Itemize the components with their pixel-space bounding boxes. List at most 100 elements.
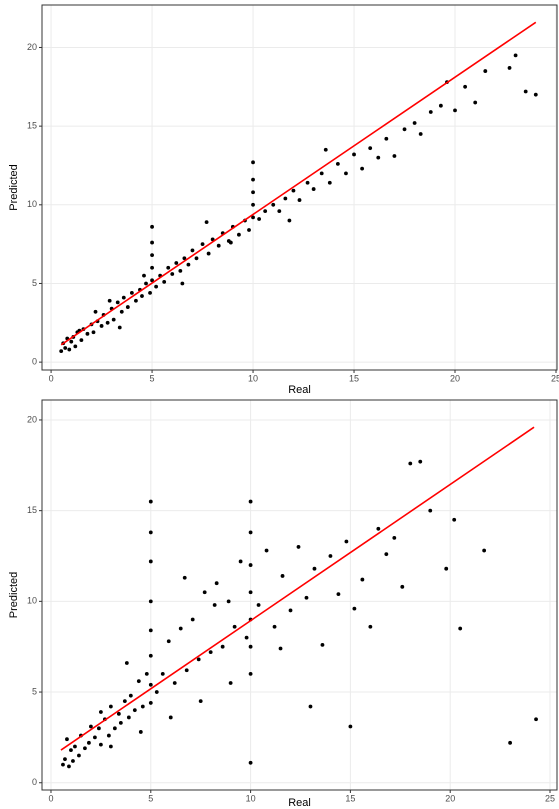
scatter-point <box>122 699 127 704</box>
scatter-point <box>116 711 121 716</box>
x-tick-label: 15 <box>345 793 355 803</box>
scatter-point <box>182 256 187 261</box>
scatter-point <box>186 262 191 267</box>
scatter-point <box>251 215 255 220</box>
scatter-point <box>444 566 449 571</box>
scatter-point <box>61 762 65 767</box>
scatter-point <box>71 759 75 763</box>
y-tick-label: 5 <box>32 686 37 696</box>
scatter-point <box>150 278 154 283</box>
scatter-point <box>251 190 255 195</box>
chart-panel: 0 5 10 15 20 25 0 5 10 15 20 Real Predicted <box>8 4 559 396</box>
scatter-point <box>162 279 167 284</box>
scatter-point <box>148 682 153 687</box>
scatter-point <box>98 710 103 714</box>
scatter-point <box>170 272 175 276</box>
scatter-point <box>148 291 152 295</box>
scatter-point <box>77 753 81 758</box>
scatter-point <box>115 300 120 305</box>
scatter-point <box>248 563 253 567</box>
scatter-point <box>148 653 153 658</box>
scatter-point <box>287 218 292 223</box>
scatter-point <box>291 188 296 193</box>
y-tick-label: 5 <box>32 278 37 288</box>
x-tick-label: 5 <box>150 373 155 383</box>
scatter-point <box>308 704 313 709</box>
scatter-point <box>305 180 310 185</box>
y-tick-label: 15 <box>27 505 37 515</box>
scatter-point <box>368 624 373 629</box>
scatter-point <box>178 626 183 631</box>
scatter-point <box>248 644 253 649</box>
x-axis-title: Real <box>288 384 311 396</box>
scatter-point <box>190 248 195 253</box>
scatter-point <box>297 198 302 202</box>
scatter-point <box>79 338 84 343</box>
scatter-point <box>376 155 381 160</box>
y-tick-label: 10 <box>27 596 37 606</box>
scatter-point <box>428 508 433 513</box>
scatter-point <box>108 744 113 749</box>
scatter-point <box>523 89 528 94</box>
fit-line <box>60 426 535 751</box>
scatter-point <box>194 256 199 261</box>
x-tick-label: 0 <box>48 793 53 803</box>
scatter-point <box>320 642 325 647</box>
scatter-point <box>483 69 488 73</box>
scatter-point <box>463 84 468 89</box>
scatter-point <box>319 171 324 176</box>
scatter-point <box>232 624 237 629</box>
scatter-point <box>108 704 113 709</box>
scatter-point <box>150 253 154 258</box>
scatter-point <box>93 309 98 314</box>
scatter-point <box>174 261 179 265</box>
x-tick-label: 10 <box>246 793 256 803</box>
scatter-point <box>208 650 213 655</box>
scatter-point <box>376 526 381 531</box>
scatter-point <box>344 171 348 176</box>
x-tick-label: 25 <box>545 793 555 803</box>
x-tick-label: 0 <box>49 373 54 383</box>
scatter-point <box>304 595 309 600</box>
scatter-point <box>473 100 478 105</box>
scatter-point <box>63 757 67 762</box>
x-tick-label: 10 <box>248 373 258 383</box>
scatter-point <box>112 726 117 731</box>
scatter-point <box>144 281 148 286</box>
y-axis-title: Predicted <box>8 164 20 210</box>
scatter-point <box>65 737 69 742</box>
scatter-point <box>132 708 137 713</box>
x-tick-label: 25 <box>551 373 559 383</box>
scatter-point <box>226 599 231 604</box>
scatter-point <box>237 232 241 237</box>
scatter-point <box>508 740 512 745</box>
scatter-point <box>206 251 211 256</box>
scatter-point <box>91 330 96 335</box>
scatter-point <box>248 499 253 504</box>
scatter-point <box>264 548 269 553</box>
scatter-point <box>360 577 365 582</box>
scatter-point <box>69 339 74 344</box>
scatter-point <box>142 273 146 278</box>
scatter-point <box>453 108 457 113</box>
scatter-point <box>125 305 130 309</box>
scatter-point <box>83 746 87 751</box>
scatter-point <box>280 574 285 578</box>
scatter-point <box>148 628 153 633</box>
scatter-point <box>204 220 209 225</box>
scatter-point <box>248 530 253 535</box>
scatter-point <box>148 701 153 705</box>
scatter-point <box>412 121 417 125</box>
scatter-point <box>248 672 253 676</box>
scatter-point <box>400 584 405 589</box>
scatter-point <box>212 603 217 607</box>
scatter-point <box>67 347 72 352</box>
scatter-point <box>533 92 538 97</box>
scatter-point <box>352 606 357 611</box>
x-tick-label: 20 <box>450 373 460 383</box>
scatter-point <box>150 265 154 270</box>
scatter-point <box>438 103 443 108</box>
scatter-point <box>327 180 332 185</box>
scatter-point <box>184 668 189 673</box>
scatter-point <box>92 735 97 740</box>
